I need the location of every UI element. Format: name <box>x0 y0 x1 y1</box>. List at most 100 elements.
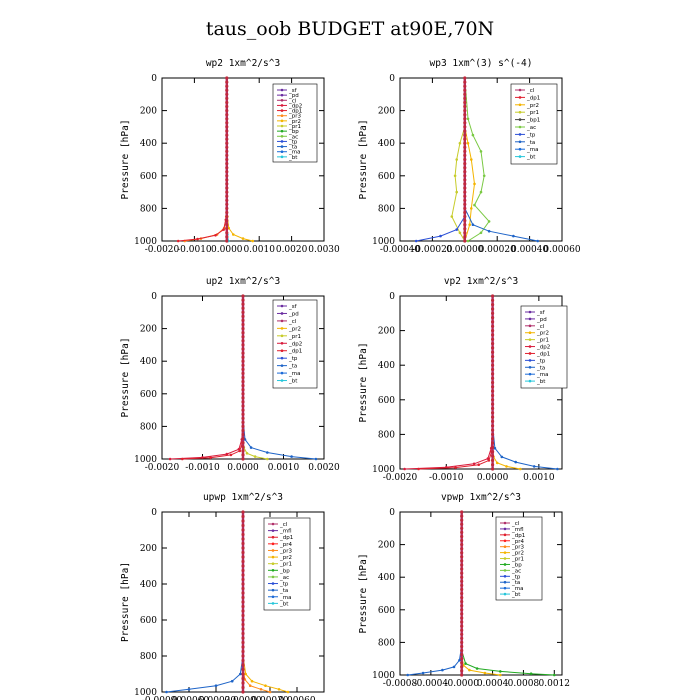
y-tick-label: 600 <box>378 396 395 406</box>
series-point <box>238 449 242 453</box>
profile-marker <box>460 653 464 657</box>
series-point <box>187 688 191 691</box>
profile-marker <box>241 663 245 667</box>
legend-marker <box>280 129 284 133</box>
profile-marker <box>225 194 229 198</box>
profile-marker <box>241 331 245 335</box>
legend-marker <box>271 549 275 552</box>
profile-marker <box>463 137 467 141</box>
profile-marker <box>241 453 245 457</box>
profile-marker <box>463 162 467 166</box>
x-tick-label: -0.0010 <box>177 245 212 255</box>
profile-marker <box>460 510 464 514</box>
profile-marker <box>460 640 464 645</box>
chart-panel-5: upwp 1xm^2/s^3 Pressure [hPa] 0 200 400 600 80… <box>120 492 325 700</box>
series-point <box>251 239 254 243</box>
series-point <box>259 688 263 691</box>
profile-marker <box>225 109 229 113</box>
legend-entry: _dp1 <box>288 349 302 355</box>
chart-panel-2: wp3 1xm^(3) s^(-4) Pressure [hPa] 0 200 400 6… <box>358 58 581 255</box>
profile-marker <box>491 441 495 445</box>
panel-title: upwp 1xm^2/s^3 <box>203 492 283 503</box>
x-tick-label: 0.0000 <box>477 473 509 483</box>
profile-marker <box>241 568 245 573</box>
profile-marker <box>241 667 245 672</box>
profile-marker <box>491 359 495 363</box>
profile-marker <box>463 125 467 129</box>
x-tick-label: -0.0010 <box>429 473 464 483</box>
profile-marker <box>460 628 464 632</box>
series-point <box>214 684 218 687</box>
profile-marker <box>241 384 245 388</box>
series-point <box>553 673 556 677</box>
y-axis-label: Pressure [hPa] <box>120 562 131 642</box>
profile-marker <box>241 371 245 375</box>
legend-marker <box>280 145 284 148</box>
legend-entry: _ta <box>536 365 545 371</box>
y-tick-label: 600 <box>378 172 395 182</box>
profile-marker <box>491 303 495 307</box>
series-point <box>519 467 522 471</box>
series-point <box>466 141 470 145</box>
panel-title: up2 1xm^2/s^3 <box>206 276 280 287</box>
profile-marker <box>241 622 245 627</box>
profile-marker <box>241 298 245 302</box>
legend-entry: _pr3 <box>511 545 525 551</box>
profile-marker <box>463 149 467 153</box>
legend-entry: _pr3 <box>288 114 302 120</box>
profile-marker <box>460 538 464 543</box>
series-point <box>483 671 487 675</box>
x-tick-label: 0.0000 <box>211 245 243 255</box>
legend-entry: _ac <box>279 575 289 581</box>
series-point <box>214 234 217 237</box>
legend: _cl_dp1 _pr2_pr1 _bp1_ac_tp _ta_ma _bt <box>510 83 558 165</box>
series-line-dp1 <box>418 296 494 470</box>
legend-marker <box>503 575 507 578</box>
profile-marker <box>241 412 245 416</box>
profile-marker <box>463 219 467 223</box>
legend: _sf_pd_cl_dp2_dp1_pr3_pr2_pr1_bp_ac_tp_t… <box>272 83 318 163</box>
series-point <box>536 239 539 243</box>
profile-marker <box>463 129 467 133</box>
profile-marker <box>241 359 245 363</box>
legend-entry: _bp <box>511 562 522 568</box>
legend-entry: _pr2 <box>279 555 292 561</box>
profile-marker <box>491 350 495 354</box>
y-tick-label: 200 <box>140 107 157 117</box>
legend-marker <box>503 533 507 537</box>
profile-marker <box>460 579 464 583</box>
legend-entry: _ta <box>526 140 535 146</box>
series-point <box>239 672 242 676</box>
series-point <box>529 672 533 675</box>
profile-marker <box>241 672 245 676</box>
profile-marker <box>491 419 495 423</box>
series-point <box>468 668 471 672</box>
series-point <box>471 223 475 226</box>
profile-marker <box>225 133 229 137</box>
profile-marker <box>463 223 467 227</box>
y-tick-label: 400 <box>140 357 157 367</box>
legend-marker <box>503 563 507 566</box>
profile-marker <box>241 591 245 595</box>
profile-marker <box>463 96 467 100</box>
legend-entry: _ta <box>511 580 520 586</box>
profile-marker <box>463 186 467 190</box>
x-tick-label: -0.0000 <box>444 679 479 689</box>
profile-marker <box>225 219 229 223</box>
profile-marker <box>241 445 245 449</box>
legend-entry: _dp1 <box>526 95 540 101</box>
legend-marker <box>528 324 532 328</box>
legend-entry: _tp <box>279 582 289 588</box>
profile-marker <box>460 608 464 612</box>
y-axis-label: Pressure [hPa] <box>358 119 369 199</box>
series-point <box>473 182 476 186</box>
legend-entry: _ac <box>526 125 536 131</box>
legend-entry: _pr1 <box>288 124 301 130</box>
legend-marker <box>271 535 275 539</box>
legend-entry: _pd <box>536 317 547 323</box>
legend-entry: _cl <box>536 324 545 330</box>
profile-marker <box>225 190 229 194</box>
chart-panel-3: up2 1xm^2/s^3 Pressure [hPa] 0 200 400 600 800… <box>120 276 340 473</box>
legend-marker <box>271 602 275 605</box>
